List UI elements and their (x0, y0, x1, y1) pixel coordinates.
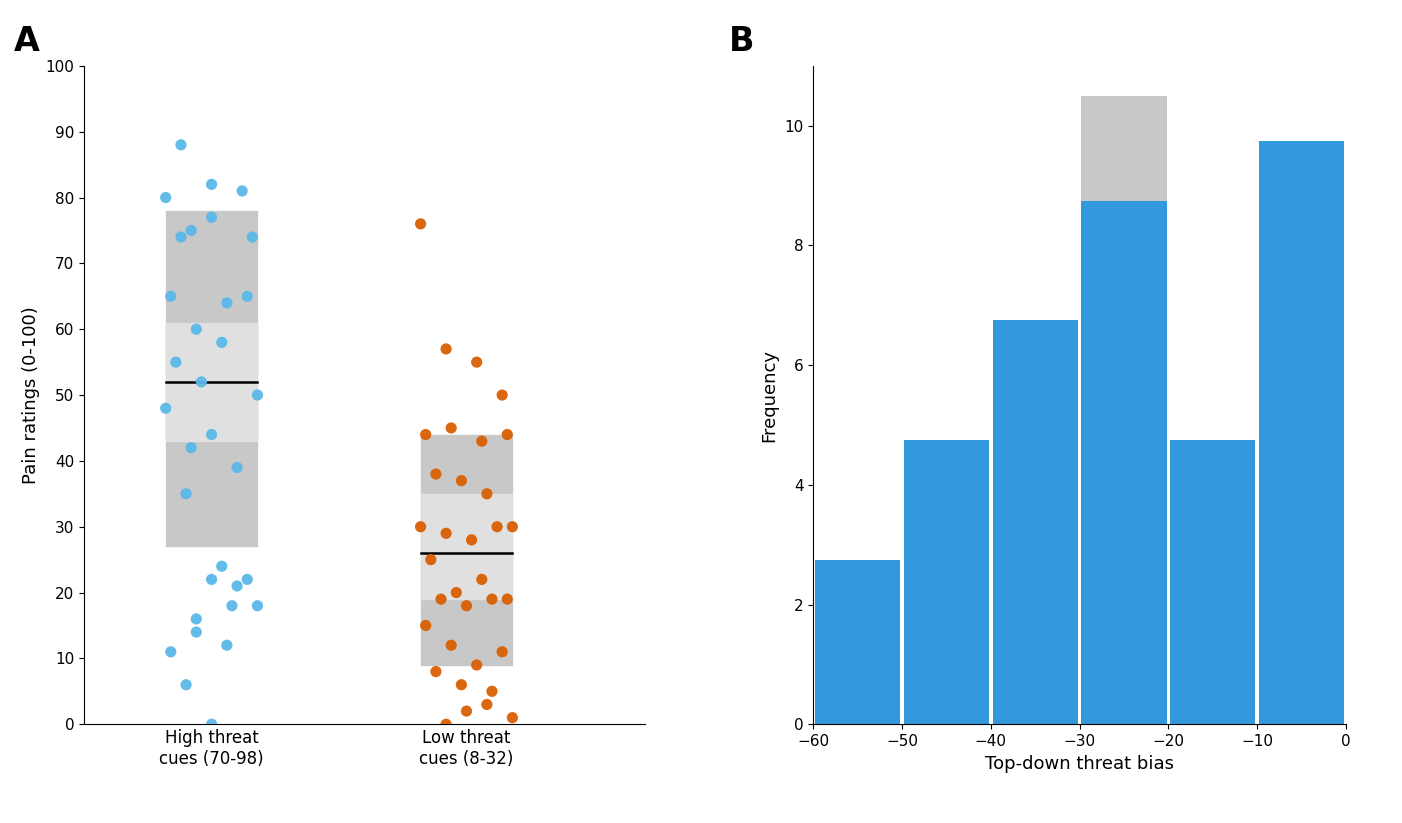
Point (210, 560, 233, 573)
Point (191, 375, 213, 388)
Bar (1081, 201, 1166, 724)
Point (154, 402, 177, 415)
Point (465, 658, 488, 672)
Point (154, 191, 177, 204)
Bar (815, 560, 900, 724)
Point (200, 428, 223, 441)
Point (200, 211, 223, 224)
Point (425, 467, 447, 481)
Point (170, 230, 192, 244)
Point (475, 698, 498, 711)
Y-axis label: Pain ratings (0-100): Pain ratings (0-100) (22, 306, 41, 484)
Point (247, 599, 269, 612)
Point (496, 593, 519, 606)
Point (236, 573, 258, 586)
Point (160, 290, 182, 303)
Y-axis label: Frequency: Frequency (761, 348, 778, 442)
X-axis label: Top-down threat bias: Top-down threat bias (986, 755, 1173, 773)
Point (210, 336, 233, 349)
Point (409, 217, 432, 230)
Point (460, 533, 482, 546)
Point (435, 342, 457, 356)
Bar (993, 320, 1078, 724)
Point (164, 356, 186, 369)
Point (236, 290, 258, 303)
Point (491, 388, 513, 402)
Point (216, 296, 238, 309)
Point (496, 428, 519, 441)
Point (200, 573, 223, 586)
Point (430, 593, 453, 606)
Bar (904, 440, 988, 724)
Bar (1081, 95, 1166, 724)
Text: A: A (14, 25, 39, 58)
Point (231, 184, 254, 198)
Point (465, 356, 488, 369)
Point (160, 645, 182, 658)
Point (425, 665, 447, 678)
Point (179, 441, 202, 454)
Text: B: B (729, 25, 754, 58)
Point (185, 323, 207, 336)
Point (435, 527, 457, 540)
Point (200, 178, 223, 191)
Bar (1259, 141, 1345, 724)
Point (170, 138, 192, 151)
Point (216, 639, 238, 652)
Point (486, 520, 509, 533)
Point (419, 553, 442, 566)
Point (200, 718, 223, 731)
Point (450, 474, 472, 487)
Point (226, 579, 248, 593)
Point (409, 520, 432, 533)
Point (440, 421, 463, 435)
Bar (1171, 440, 1255, 724)
Point (247, 388, 269, 402)
Point (471, 573, 494, 586)
Point (481, 593, 503, 606)
Point (185, 612, 207, 625)
Point (226, 461, 248, 474)
Point (440, 639, 463, 652)
Point (415, 619, 437, 632)
Point (179, 224, 202, 237)
Point (435, 718, 457, 731)
Point (501, 711, 523, 724)
Point (185, 625, 207, 639)
Point (481, 685, 503, 698)
Point (475, 487, 498, 500)
Point (501, 520, 523, 533)
Point (415, 428, 437, 441)
Point (456, 599, 478, 612)
Point (175, 678, 198, 691)
Point (444, 586, 467, 599)
Point (471, 435, 494, 448)
Point (175, 487, 198, 500)
Point (450, 678, 472, 691)
Point (241, 230, 264, 244)
Point (456, 704, 478, 718)
Point (491, 645, 513, 658)
Point (220, 599, 243, 612)
